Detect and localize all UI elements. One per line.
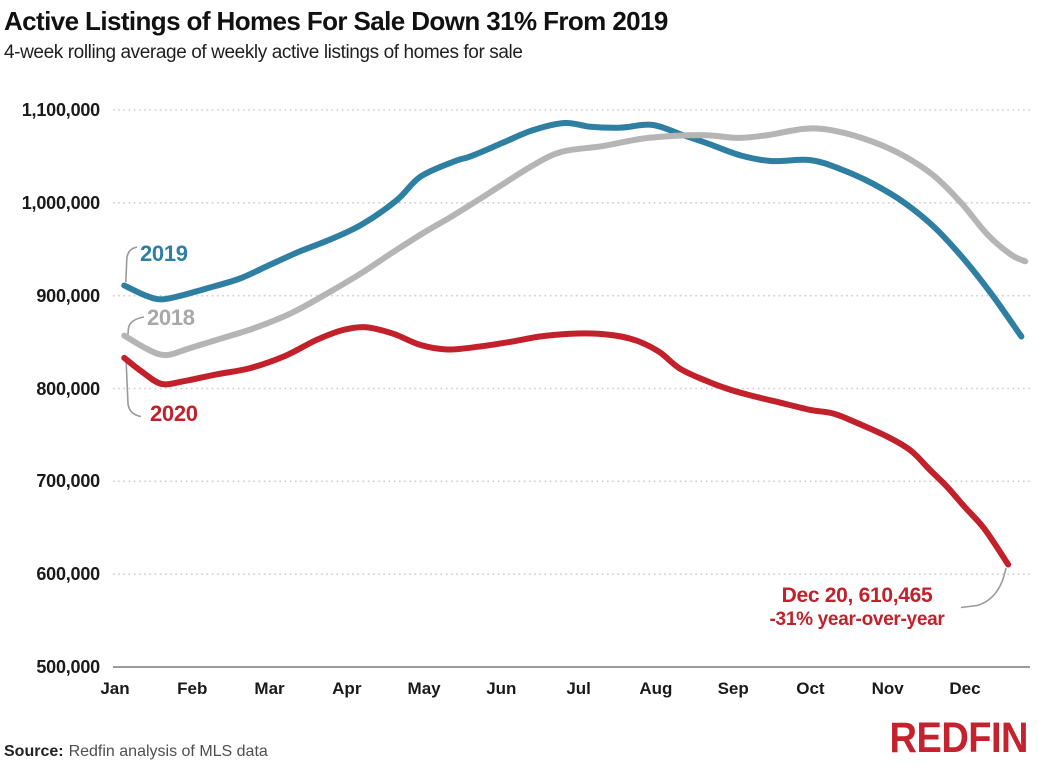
series-line-2019: [121, 119, 1025, 340]
y-tick-label: 800,000: [36, 378, 100, 399]
gridlines: [113, 109, 1030, 668]
x-tick-label: Jun: [486, 679, 517, 698]
y-tick-label: 1,100,000: [21, 100, 100, 120]
y-tick-label: 900,000: [36, 285, 100, 306]
page-title: Active Listings of Homes For Sale Down 3…: [4, 6, 668, 36]
page-subtitle: 4-week rolling average of weekly active …: [4, 42, 523, 63]
label-connectors: [125, 246, 1007, 609]
x-tick-label: Oct: [796, 679, 825, 698]
series-line-2020: [121, 324, 1012, 568]
series-lines: [121, 119, 1029, 568]
y-tick-label: 600,000: [36, 564, 100, 585]
annotation-change: -31% year-over-year: [769, 609, 945, 630]
x-tick-label: Jan: [100, 679, 130, 698]
series-line-2018: [121, 125, 1029, 359]
redfin-logo: REDFIN: [889, 714, 1029, 762]
source-line: Source: Redfin analysis of MLS data: [4, 743, 268, 761]
x-tick-label: Mar: [254, 679, 285, 698]
source-text: Redfin analysis of MLS data: [68, 743, 268, 760]
series-label-2020: 2020: [150, 401, 198, 426]
x-tick-label: Sep: [717, 679, 749, 698]
x-tick-label: Jul: [566, 679, 591, 698]
x-tick-label: Dec: [949, 679, 981, 698]
y-tick-label: 700,000: [36, 471, 100, 492]
connector-annotation: [960, 567, 1007, 609]
series-label-2018: 2018: [147, 305, 195, 330]
x-tick-label: Apr: [332, 679, 362, 698]
connector-2018: [126, 316, 145, 340]
x-tick-label: Nov: [871, 679, 904, 698]
connector-2019: [125, 246, 138, 283]
annotation-value: Dec 20, 610,465: [781, 584, 933, 607]
connector-2020: [125, 357, 142, 418]
end-annotation: Dec 20, 610,465 -31% year-over-year: [757, 584, 957, 632]
x-tick-label: May: [407, 679, 441, 698]
x-tick-label: Feb: [177, 679, 208, 698]
y-tick-label: 1,000,000: [21, 192, 100, 213]
y-tick-label: 500,000: [36, 657, 100, 677]
source-label: Source:: [4, 743, 64, 760]
series-label-2019: 2019: [140, 241, 188, 266]
x-tick-label: Aug: [639, 679, 673, 698]
